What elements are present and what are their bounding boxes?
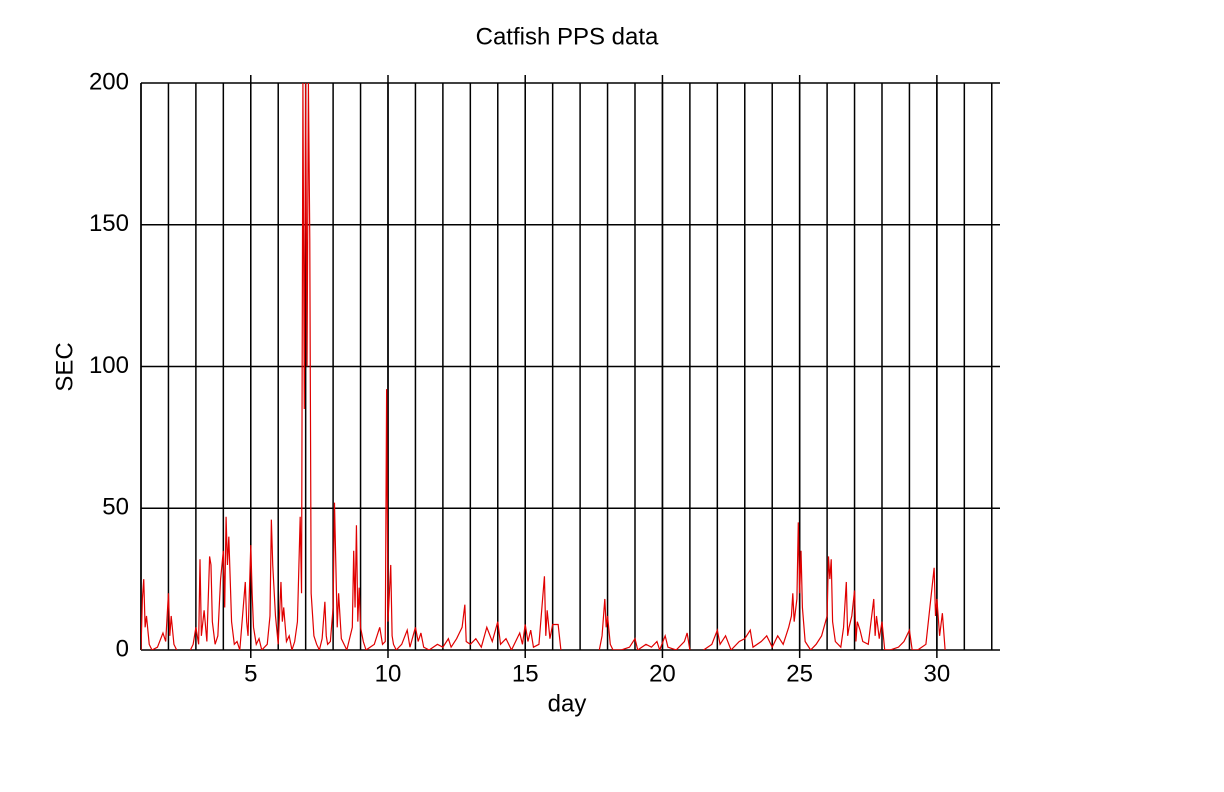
x-tick-label: 25 (786, 660, 813, 687)
y-axis-label: SEC (51, 342, 78, 391)
y-tick-label: 150 (89, 210, 129, 237)
x-tick-label: 15 (512, 660, 539, 687)
y-tick-label: 50 (102, 494, 129, 521)
data-line (141, 83, 946, 650)
x-tick-label: 10 (375, 660, 402, 687)
y-tick-label: 100 (89, 352, 129, 379)
x-axis-label: day (548, 690, 587, 717)
x-tick-label: 20 (649, 660, 676, 687)
y-tick-label: 0 (116, 635, 129, 662)
chart-title: Catfish PPS data (476, 23, 659, 50)
x-tick-label: 30 (924, 660, 951, 687)
y-tick-label: 200 (89, 68, 129, 95)
x-tick-label: 5 (244, 660, 257, 687)
